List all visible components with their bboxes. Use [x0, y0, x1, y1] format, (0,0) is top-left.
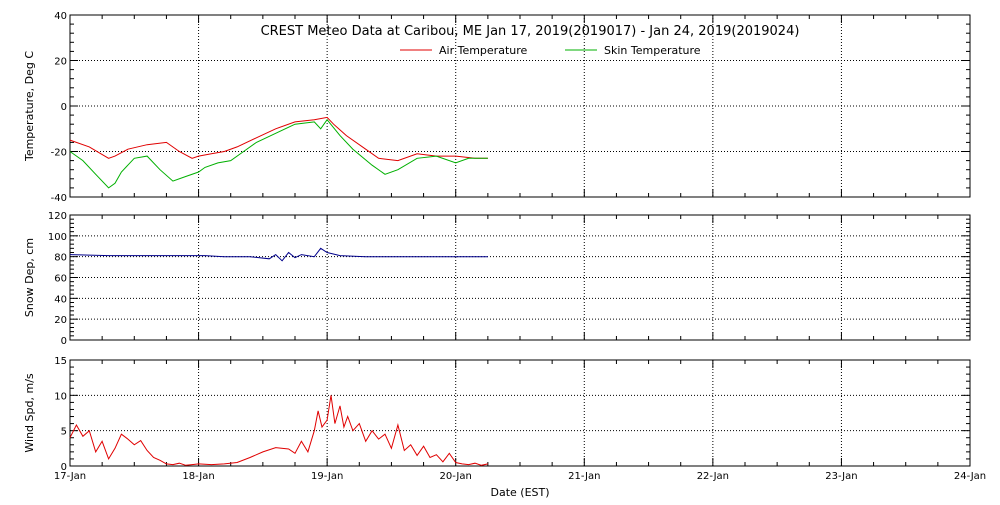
- x-tick-label: 20-Jan: [440, 471, 472, 482]
- y-tick-label: 120: [48, 211, 67, 222]
- panels-group: -40 -20 0 20 40 Temperature, Deg C Air Tempera…: [23, 11, 986, 482]
- x-tick-label: 22-Jan: [697, 471, 729, 482]
- y-axis-title: Wind Spd, m/s: [23, 373, 36, 453]
- chart-title: CREST Meteo Data at Caribou, ME Jan 17, …: [261, 24, 800, 39]
- series-line-3-1: [69, 395, 489, 466]
- legend: Air Temperature Skin Temperature: [400, 44, 701, 57]
- series-line-1-2: [69, 118, 488, 189]
- y-axis-title: Snow Dep, cm: [23, 238, 36, 317]
- y-tick-label: 20: [54, 57, 67, 68]
- y-tick-label: 40: [54, 11, 67, 22]
- y-tick-label: 15: [54, 356, 67, 367]
- panel-3: 0 5 10 15 Wind Spd, m/s: [23, 356, 971, 473]
- y-tick-label: 40: [54, 294, 67, 305]
- y-tick-label: 100: [48, 232, 67, 243]
- series-line-2-1: [69, 247, 488, 262]
- x-tick-label: 24-Jan: [954, 471, 986, 482]
- y-tick-label: 60: [54, 274, 67, 285]
- series-line-1-1: [69, 116, 488, 162]
- panel-1: -40 -20 0 20 40 Temperature, Deg C Air Tempera…: [23, 11, 971, 204]
- panel-2: 0 20 40 60 80 100 120 Snow Dep, cm: [23, 211, 971, 347]
- x-tick-label: 17-Jan: [54, 471, 86, 482]
- x-axis-title: Date (EST): [490, 486, 549, 499]
- y-tick-label: 20: [54, 315, 67, 326]
- x-tick-label: 19-Jan: [311, 471, 343, 482]
- y-axis-title: Temperature, Deg C: [23, 51, 36, 162]
- x-tick-label: 23-Jan: [825, 471, 857, 482]
- y-tick-label: 5: [61, 427, 67, 438]
- x-tick-label: 18-Jan: [182, 471, 214, 482]
- y-tick-label: 10: [54, 391, 67, 402]
- y-tick-label: 0: [61, 102, 67, 113]
- x-tick-label: 21-Jan: [568, 471, 600, 482]
- legend-label: Skin Temperature: [604, 44, 701, 57]
- plot-frame: [69, 359, 971, 467]
- y-tick-label: 0: [61, 462, 67, 473]
- y-tick-label: 80: [54, 253, 67, 264]
- y-tick-label: -20: [51, 148, 67, 159]
- y-tick-label: 0: [61, 336, 67, 347]
- legend-label: Air Temperature: [439, 44, 528, 57]
- y-tick-label: -40: [51, 193, 67, 204]
